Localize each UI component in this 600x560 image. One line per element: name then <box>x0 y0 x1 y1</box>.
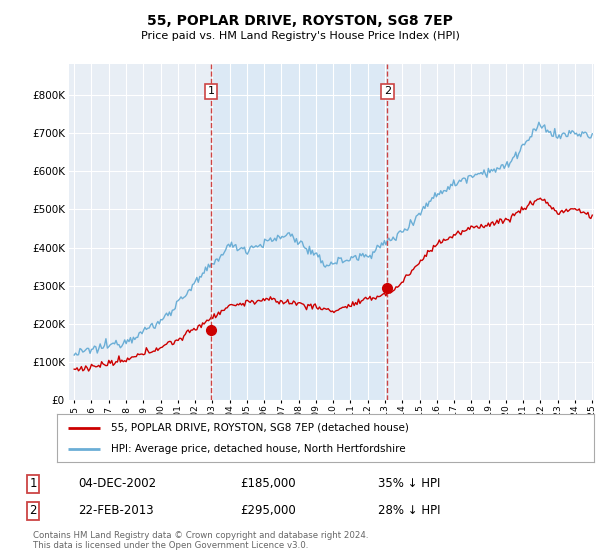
Text: 22-FEB-2013: 22-FEB-2013 <box>78 504 154 517</box>
Text: 2: 2 <box>384 86 391 96</box>
Text: £185,000: £185,000 <box>240 477 296 490</box>
Text: 04-DEC-2002: 04-DEC-2002 <box>78 477 156 490</box>
Text: £295,000: £295,000 <box>240 504 296 517</box>
Text: 1: 1 <box>29 477 37 490</box>
Text: 1: 1 <box>208 86 214 96</box>
Text: 2: 2 <box>29 504 37 517</box>
Text: 55, POPLAR DRIVE, ROYSTON, SG8 7EP (detached house): 55, POPLAR DRIVE, ROYSTON, SG8 7EP (deta… <box>111 423 409 433</box>
Text: 28% ↓ HPI: 28% ↓ HPI <box>378 504 440 517</box>
Text: HPI: Average price, detached house, North Hertfordshire: HPI: Average price, detached house, Nort… <box>111 444 406 454</box>
Text: Contains HM Land Registry data © Crown copyright and database right 2024.
This d: Contains HM Land Registry data © Crown c… <box>33 530 368 550</box>
Text: 55, POPLAR DRIVE, ROYSTON, SG8 7EP: 55, POPLAR DRIVE, ROYSTON, SG8 7EP <box>147 14 453 28</box>
Bar <box>211 64 388 400</box>
Text: 35% ↓ HPI: 35% ↓ HPI <box>378 477 440 490</box>
Text: Price paid vs. HM Land Registry's House Price Index (HPI): Price paid vs. HM Land Registry's House … <box>140 31 460 41</box>
